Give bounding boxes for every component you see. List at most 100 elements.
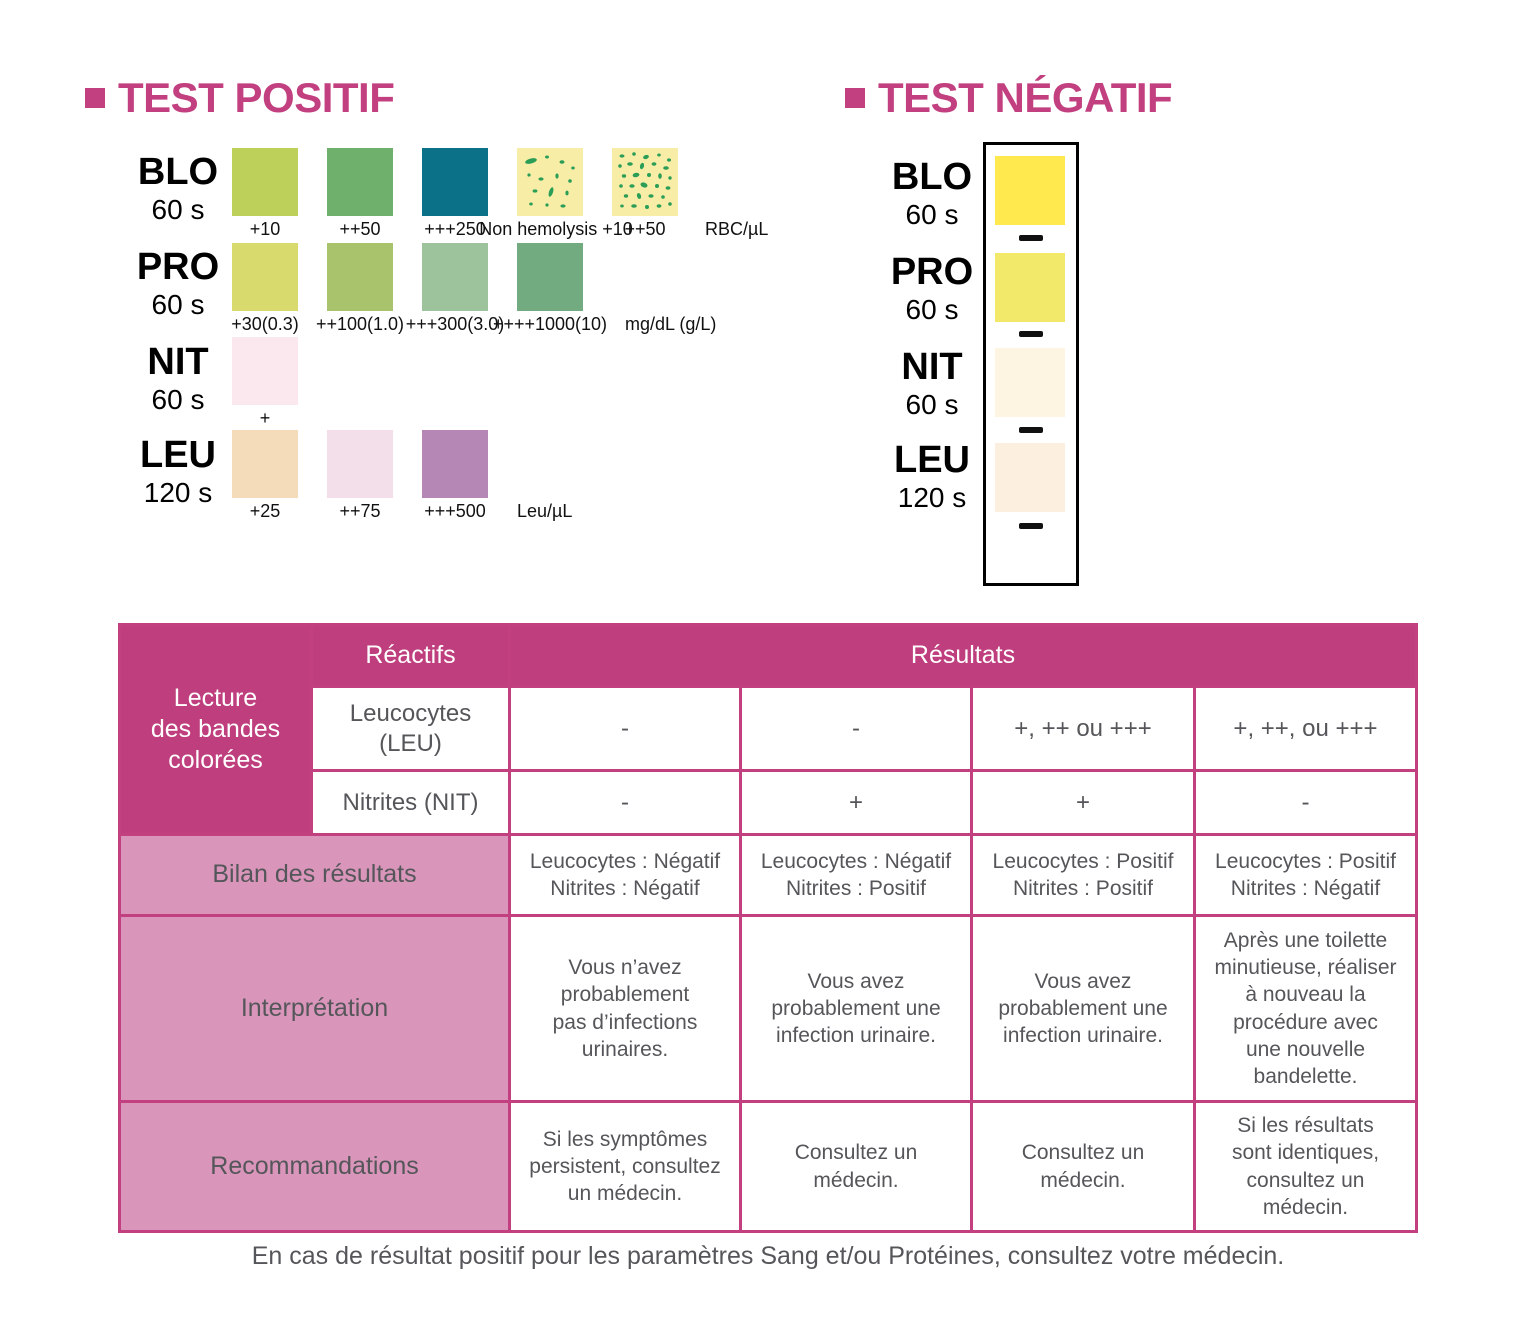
param-pro: PRO 60 s bbox=[108, 246, 248, 321]
footer-note: En cas de résultat positif pour les para… bbox=[251, 1242, 1285, 1270]
neg-param-leu: LEU 120 s bbox=[862, 439, 1002, 514]
neg-param-pro: PRO 60 s bbox=[862, 251, 1002, 326]
param-time: 120 s bbox=[897, 481, 967, 513]
table-corner-label: Lecture des bandes colorées bbox=[121, 626, 310, 833]
unit-label: RBC/µL bbox=[705, 219, 769, 239]
square-bullet-icon bbox=[85, 88, 105, 108]
minus-result-icon bbox=[1019, 427, 1043, 433]
interpretation-cell: Vous avez probablement une infection uri… bbox=[742, 917, 970, 1100]
negatif-section-title: TEST NÉGATIF bbox=[845, 74, 1173, 121]
param-name: PRO bbox=[890, 251, 974, 293]
negative-swatch-nit bbox=[995, 348, 1065, 417]
param-time: 60 s bbox=[151, 383, 205, 415]
param-time: 60 s bbox=[905, 388, 959, 420]
negative-swatch-leu bbox=[995, 443, 1065, 512]
param-name: BLO bbox=[891, 156, 973, 198]
square-bullet-icon bbox=[845, 88, 865, 108]
leucocytes-value: - bbox=[511, 688, 739, 769]
swatch-value-label: +10 bbox=[249, 219, 281, 239]
minus-result-icon bbox=[1019, 523, 1043, 529]
unit-label: mg/dL (g/L) bbox=[625, 314, 717, 334]
nitrites-value: + bbox=[973, 772, 1193, 833]
neg-param-nit: NIT 60 s bbox=[862, 346, 1002, 421]
color-swatch bbox=[232, 243, 298, 311]
swatch-value-label: ++100(1.0) bbox=[315, 314, 405, 334]
param-leu: LEU 120 s bbox=[108, 434, 248, 509]
param-time: 60 s bbox=[151, 288, 205, 320]
swatch-value-label: +30(0.3) bbox=[231, 314, 299, 334]
speckled-swatch-sparse bbox=[517, 148, 583, 216]
speckled-swatch-dense bbox=[612, 148, 678, 216]
param-time: 120 s bbox=[143, 476, 213, 508]
unit-label: Leu/µL bbox=[517, 501, 573, 521]
bilan-cell: Leucocytes : Positif Nitrites : Négatif bbox=[1196, 836, 1415, 914]
row-label-interpretation: Interprétation bbox=[121, 917, 508, 1100]
nitrites-value: - bbox=[1196, 772, 1415, 833]
param-name: LEU bbox=[894, 439, 970, 481]
color-swatch bbox=[422, 243, 488, 311]
param-name: NIT bbox=[901, 346, 963, 388]
color-swatch bbox=[517, 243, 583, 311]
color-swatch bbox=[422, 430, 488, 498]
row-label-bilan: Bilan des résultats bbox=[121, 836, 508, 914]
speckle-pattern-icon bbox=[525, 155, 575, 208]
color-swatch bbox=[232, 430, 298, 498]
leucocytes-value: +, ++, ou +++ bbox=[1196, 688, 1415, 769]
positif-section-title: TEST POSITIF bbox=[85, 74, 395, 121]
nitrites-value: + bbox=[742, 772, 970, 833]
leucocytes-value: - bbox=[742, 688, 970, 769]
interpretation-cell: Vous avez probablement une infection uri… bbox=[973, 917, 1193, 1100]
column-header-reactifs: Réactifs bbox=[313, 626, 508, 685]
negative-swatch-pro bbox=[995, 253, 1065, 322]
param-time: 60 s bbox=[151, 193, 205, 225]
param-time: 60 s bbox=[905, 293, 959, 325]
negative-swatch-blo bbox=[995, 156, 1065, 225]
swatch-value-label: Non hemolysis +10 bbox=[479, 219, 633, 239]
column-header-resultats: Résultats bbox=[511, 626, 1415, 685]
color-swatch bbox=[232, 337, 298, 405]
swatch-value-label: ++++1000(10) bbox=[492, 314, 608, 334]
swatch-value-label: +25 bbox=[249, 501, 281, 521]
swatch-value-label: +++500 bbox=[424, 501, 486, 521]
leucocytes-value: +, ++ ou +++ bbox=[973, 688, 1193, 769]
bilan-cell: Leucocytes : Négatif Nitrites : Négatif bbox=[511, 836, 739, 914]
swatch-value-label: ++75 bbox=[339, 501, 381, 521]
minus-result-icon bbox=[1019, 235, 1043, 241]
neg-param-blo: BLO 60 s bbox=[862, 156, 1002, 231]
param-nit: NIT 60 s bbox=[108, 341, 248, 416]
swatch-value-label: ++50 bbox=[339, 219, 381, 239]
swatch-value-label: + bbox=[259, 408, 271, 428]
bilan-cell: Leucocytes : Négatif Nitrites : Positif bbox=[742, 836, 970, 914]
bilan-cell: Leucocytes : Positif Nitrites : Positif bbox=[973, 836, 1193, 914]
row-label-nitrites: Nitrites (NIT) bbox=[313, 772, 508, 833]
nitrites-value: - bbox=[511, 772, 739, 833]
color-swatch bbox=[232, 148, 298, 216]
param-time: 60 s bbox=[905, 198, 959, 230]
swatch-value-label: ++50 bbox=[624, 219, 666, 239]
positif-title: TEST POSITIF bbox=[118, 74, 395, 121]
interpretation-cell: Après une toilette minutieuse, réaliser … bbox=[1196, 917, 1415, 1100]
param-name: PRO bbox=[136, 246, 220, 288]
color-swatch bbox=[327, 243, 393, 311]
recommandation-cell: Si les résultats sont identiques, consul… bbox=[1196, 1103, 1415, 1230]
color-swatch bbox=[327, 148, 393, 216]
minus-result-icon bbox=[1019, 331, 1043, 337]
param-blo: BLO 60 s bbox=[108, 151, 248, 226]
negatif-title: TEST NÉGATIF bbox=[878, 74, 1173, 121]
param-name: BLO bbox=[137, 151, 219, 193]
color-swatch bbox=[327, 430, 393, 498]
swatch-value-label: +++300(3.0) bbox=[405, 314, 505, 334]
results-table: Lecture des bandes colorées Réactifs Rés… bbox=[118, 623, 1418, 1233]
param-name: NIT bbox=[147, 341, 209, 383]
color-swatch bbox=[422, 148, 488, 216]
recommandation-cell: Consultez un médecin. bbox=[742, 1103, 970, 1230]
swatch-value-label: +++250 bbox=[424, 219, 486, 239]
speckle-pattern-icon bbox=[618, 152, 672, 209]
row-label-leucocytes: Leucocytes (LEU) bbox=[313, 688, 508, 769]
recommandation-cell: Si les symptômes persistent, consultez u… bbox=[511, 1103, 739, 1230]
interpretation-cell: Vous n’avez probablement pas d’infection… bbox=[511, 917, 739, 1100]
param-name: LEU bbox=[140, 434, 216, 476]
recommandation-cell: Consultez un médecin. bbox=[973, 1103, 1193, 1230]
row-label-recommandations: Recommandations bbox=[121, 1103, 508, 1230]
